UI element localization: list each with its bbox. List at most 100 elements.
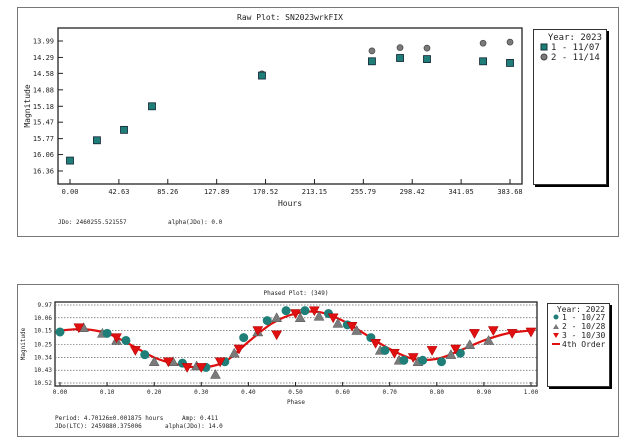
data-point-triangle-up: [148, 356, 160, 366]
data-point-triangle-down: [388, 348, 400, 359]
data-point-circle: [479, 39, 487, 47]
y-tick-label: 15.18: [33, 103, 54, 111]
data-point-circle: [281, 306, 291, 316]
data-point-triangle-down: [162, 357, 174, 368]
data-point-triangle-up: [271, 312, 283, 323]
data-point-square: [148, 102, 156, 111]
x-tick-label: 0.00: [62, 188, 79, 196]
data-point-triangle-up: [351, 325, 363, 335]
y-tick-label: 13.99: [33, 38, 54, 46]
y-tick-label: 10.34: [34, 354, 52, 361]
data-point-circle: [396, 44, 404, 51]
x-tick-label: 0.20: [147, 389, 162, 396]
y-tick-label: 14.29: [33, 54, 54, 62]
data-point-circle: [437, 357, 447, 367]
y-tick-label: 15.47: [33, 119, 54, 127]
y-tick-label: 10.52: [34, 380, 52, 387]
phased-legend-series-2: 2 - 10/28: [562, 322, 606, 331]
x-tick-label: 213.15: [302, 188, 327, 196]
x-tick-label: 383.68: [497, 188, 522, 196]
legend-square-icon: [540, 43, 548, 51]
data-point-circle: [368, 47, 376, 55]
y-tick-label: 9.97: [38, 302, 53, 309]
data-point-triangle-down: [73, 323, 85, 334]
data-point-triangle-down: [327, 313, 339, 324]
data-point-square: [66, 156, 74, 165]
data-point-triangle-down: [506, 329, 518, 339]
x-tick-label: 127.89: [204, 188, 229, 196]
y-tick-label: 10.43: [34, 367, 52, 374]
data-point-square: [396, 54, 404, 62]
x-tick-label: 0.50: [288, 389, 303, 396]
data-point-circle: [262, 316, 272, 326]
x-tick-label: 0.00: [53, 389, 68, 396]
data-point-triangle-up: [313, 310, 325, 321]
data-point-square: [506, 59, 514, 67]
x-tick-label: 0.90: [477, 389, 492, 396]
data-point-triangle-down: [129, 346, 141, 356]
data-point-triangle-up: [445, 349, 457, 359]
data-point-circle: [506, 38, 514, 46]
x-tick-label: 42.63: [108, 188, 129, 196]
raw-legend: Year: 2023 1 - 11/07 2 - 11/14: [533, 29, 609, 187]
phased-x-axis-label: Phase: [287, 399, 305, 406]
data-point-triangle-down: [346, 322, 358, 332]
data-point-triangle-down: [407, 353, 419, 363]
data-point-square: [258, 71, 266, 80]
y-tick-label: 14.88: [33, 86, 54, 94]
phased-legend: Year: 2022 1 - 10/27 2 - 10/28 3 - 10/30…: [547, 303, 612, 389]
data-point-triangle-down: [271, 330, 283, 341]
data-point-triangle-up: [464, 339, 476, 349]
data-point-triangle-down: [181, 363, 193, 373]
raw-legend-series-1: 1 - 11/07: [551, 43, 600, 53]
x-tick-label: 298.42: [400, 188, 425, 196]
phased-plot-panel: Phased Plot: (349) 9.97 10.06 10.15 10.25 10…: [17, 284, 619, 437]
data-point-circle: [239, 333, 249, 343]
legend-circle-icon: [553, 314, 559, 320]
phased-legend-series-1: 1 - 10/27: [562, 313, 606, 322]
phased-legend-series-3: 3 - 10/30: [562, 331, 606, 340]
x-tick-label: 0.60: [335, 389, 350, 396]
x-tick-label: 0.70: [382, 389, 397, 396]
data-point-circle: [300, 306, 310, 316]
y-tick-label: 10.25: [34, 342, 52, 349]
phased-legend-series-4: 4th Order: [562, 340, 606, 349]
data-point-triangle-down: [111, 333, 122, 344]
y-tick-label: 14.58: [33, 70, 54, 78]
x-tick-label: 0.30: [194, 389, 209, 396]
data-point-square: [368, 57, 376, 66]
raw-alpha-text: alpha(JDo): 0.0: [168, 219, 223, 226]
data-point-triangle-down: [290, 309, 301, 320]
legend-triangle-up-icon: [553, 324, 559, 329]
raw-x-axis-label: Hours: [278, 199, 302, 208]
data-point-triangle-down: [469, 329, 480, 339]
x-tick-label: 341.05: [448, 188, 473, 196]
data-point-triangle-down: [370, 339, 381, 349]
x-tick-label: 0.10: [100, 389, 115, 396]
data-point-triangle-down: [252, 326, 264, 337]
raw-plot-area: [57, 27, 523, 185]
data-point-triangle-down: [308, 306, 320, 317]
data-point-triangle-up: [294, 312, 306, 323]
data-point-circle: [418, 355, 428, 365]
phased-plot-title: Phased Plot: (349): [263, 290, 328, 297]
phased-legend-title: Year: 2022: [557, 305, 605, 314]
raw-plot-panel: Raw Plot: SN2023wrkFIX 13.99 14.29 14.58 14…: [17, 7, 619, 237]
raw-plot-title: Raw Plot: SN2023wrkFIX: [237, 13, 343, 22]
phased-alpha-text: alpha(JDo): 14.0: [165, 423, 223, 430]
data-point-circle: [121, 335, 131, 345]
raw-y-axis-label: Magnitude: [23, 84, 32, 128]
data-point-triangle-up: [332, 317, 344, 328]
raw-legend-series-2: 2 - 11/14: [551, 53, 600, 63]
phased-jdo-text: JDo(LTC): 2459880.375006: [55, 423, 142, 430]
raw-legend-title: Year: 2023: [548, 33, 602, 43]
data-point-triangle-down: [487, 326, 499, 337]
data-point-triangle-up: [228, 347, 240, 358]
data-point-triangle-down: [233, 344, 245, 355]
legend-circle-icon: [540, 53, 548, 61]
x-tick-label: 1.00: [524, 389, 539, 396]
data-point-circle: [55, 327, 65, 337]
data-point-circle: [140, 350, 150, 360]
y-tick-label: 16.36: [33, 168, 54, 176]
